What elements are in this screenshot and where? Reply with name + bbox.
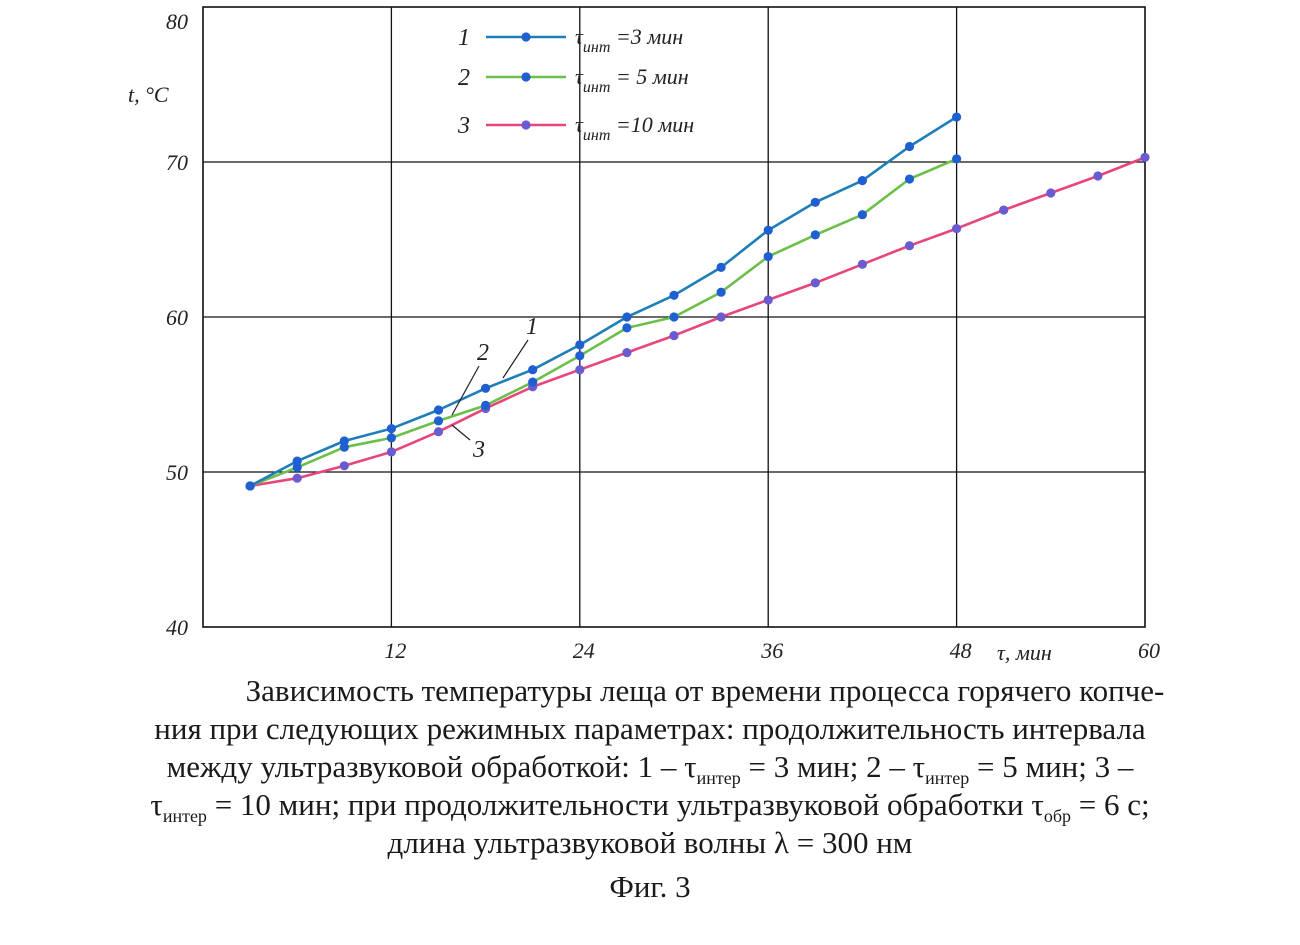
legend-swatch-marker bbox=[521, 72, 531, 82]
data-point-series-1 bbox=[669, 290, 679, 300]
data-point-series-3 bbox=[339, 461, 349, 471]
data-point-series-1 bbox=[292, 456, 302, 466]
figure-caption: Зависимость температуры леща от времени … bbox=[0, 672, 1300, 906]
legend-swatch-marker bbox=[521, 120, 531, 130]
data-point-series-2 bbox=[528, 377, 538, 387]
curve-label-leader bbox=[502, 339, 529, 379]
legend-number: 2 bbox=[458, 65, 470, 91]
series-line-1 bbox=[249, 115, 958, 488]
data-point-series-1 bbox=[481, 383, 491, 393]
caption-line-5: длина ультразвуковой волны λ = 300 нм bbox=[387, 825, 913, 860]
data-point-series-1 bbox=[575, 340, 585, 350]
data-point-series-3 bbox=[716, 312, 726, 322]
x-axis-label: τ, мин bbox=[997, 640, 1052, 665]
data-point-series-3 bbox=[1046, 188, 1056, 198]
data-point-series-3 bbox=[952, 224, 962, 234]
x-tick-label: 36 bbox=[760, 638, 783, 663]
data-point-series-2 bbox=[622, 323, 632, 333]
series-group bbox=[245, 112, 1150, 491]
figure-number: Фиг. 3 bbox=[609, 869, 691, 904]
caption-line-1: Зависимость температуры леща от времени … bbox=[245, 673, 1165, 708]
data-point-series-3 bbox=[763, 295, 773, 305]
legend-label: τинт = 5 мин bbox=[575, 64, 689, 96]
legend-label: τинт =3 мин bbox=[575, 24, 683, 56]
legend-number: 3 bbox=[457, 113, 470, 139]
data-point-series-2 bbox=[575, 351, 585, 361]
legend: 1 τинт =3 мин 2 τинт = 5 мин 3 τинт =10 мин bbox=[457, 24, 694, 144]
data-point-series-3 bbox=[575, 365, 585, 375]
legend-label: τинт =10 мин bbox=[575, 112, 694, 144]
data-point-series-3 bbox=[857, 259, 868, 269]
data-point-series-2 bbox=[669, 312, 679, 322]
data-point-series-2 bbox=[481, 400, 491, 410]
y-tick-label: 70 bbox=[166, 150, 188, 175]
data-point-series-1 bbox=[433, 405, 444, 415]
data-point-series-1 bbox=[763, 225, 773, 235]
data-point-series-1 bbox=[857, 176, 868, 186]
data-point-series-2 bbox=[810, 230, 820, 240]
x-tick-label: 24 bbox=[573, 638, 595, 663]
x-tick-label: 12 bbox=[384, 638, 406, 663]
data-point-series-2 bbox=[433, 416, 444, 426]
caption-line-2: ния при следующих режимных параметрах: п… bbox=[154, 711, 1146, 746]
grid bbox=[202, 6, 1146, 628]
curve-label: 2 bbox=[477, 340, 489, 366]
legend-number: 1 bbox=[458, 25, 470, 51]
data-point-series-3 bbox=[622, 348, 632, 358]
data-point-series-2 bbox=[716, 287, 726, 297]
y-tick-label: 50 bbox=[166, 460, 188, 485]
data-point-series-3 bbox=[1093, 171, 1103, 181]
data-point-series-2 bbox=[952, 154, 962, 164]
data-point-series-1 bbox=[952, 112, 962, 122]
series-line-2 bbox=[249, 157, 958, 488]
legend-swatch-marker bbox=[521, 32, 531, 42]
curve-label-leader bbox=[451, 424, 471, 441]
y-axis-label: t, °C bbox=[128, 82, 169, 107]
curve-labels: 1 2 3 bbox=[451, 314, 538, 463]
curve-label: 3 bbox=[472, 437, 485, 463]
data-point-series-3 bbox=[1140, 152, 1150, 162]
data-point-series-1 bbox=[810, 197, 820, 207]
y-tick-label: 80 bbox=[166, 9, 188, 34]
data-point-series-3 bbox=[669, 331, 679, 341]
curve-label: 1 bbox=[526, 314, 538, 340]
data-point-series-2 bbox=[904, 174, 915, 184]
caption-line-4: τинтер = 10 мин; при продолжительности у… bbox=[150, 787, 1150, 827]
series-line-3 bbox=[249, 156, 1146, 488]
data-point-series-2 bbox=[763, 251, 773, 262]
data-point-series-3 bbox=[904, 241, 915, 251]
y-tick-labels: 40 50 60 70 80 bbox=[166, 9, 188, 640]
data-point-series-1 bbox=[904, 141, 915, 152]
data-point-series-1 bbox=[245, 481, 255, 491]
x-tick-labels: 12 24 36 48 60 bbox=[384, 638, 1160, 663]
x-tick-label: 48 bbox=[950, 638, 972, 663]
x-tick-label: 60 bbox=[1138, 638, 1160, 663]
curve-label-leader bbox=[451, 365, 480, 416]
data-point-series-3 bbox=[433, 427, 444, 437]
data-point-series-1 bbox=[339, 436, 349, 446]
data-point-series-2 bbox=[386, 433, 396, 443]
data-point-series-3 bbox=[999, 205, 1009, 215]
data-point-series-1 bbox=[528, 365, 538, 375]
data-point-series-1 bbox=[386, 424, 396, 434]
data-point-series-1 bbox=[622, 312, 632, 322]
data-point-series-3 bbox=[386, 447, 396, 457]
data-point-series-2 bbox=[857, 210, 868, 220]
data-point-series-1 bbox=[716, 262, 726, 272]
y-tick-label: 60 bbox=[166, 305, 188, 330]
data-point-series-3 bbox=[810, 278, 820, 288]
caption-line-3: между ультразвуковой обработкой: 1 – τин… bbox=[166, 749, 1134, 789]
y-tick-label: 40 bbox=[166, 615, 188, 640]
data-point-series-3 bbox=[292, 473, 302, 483]
